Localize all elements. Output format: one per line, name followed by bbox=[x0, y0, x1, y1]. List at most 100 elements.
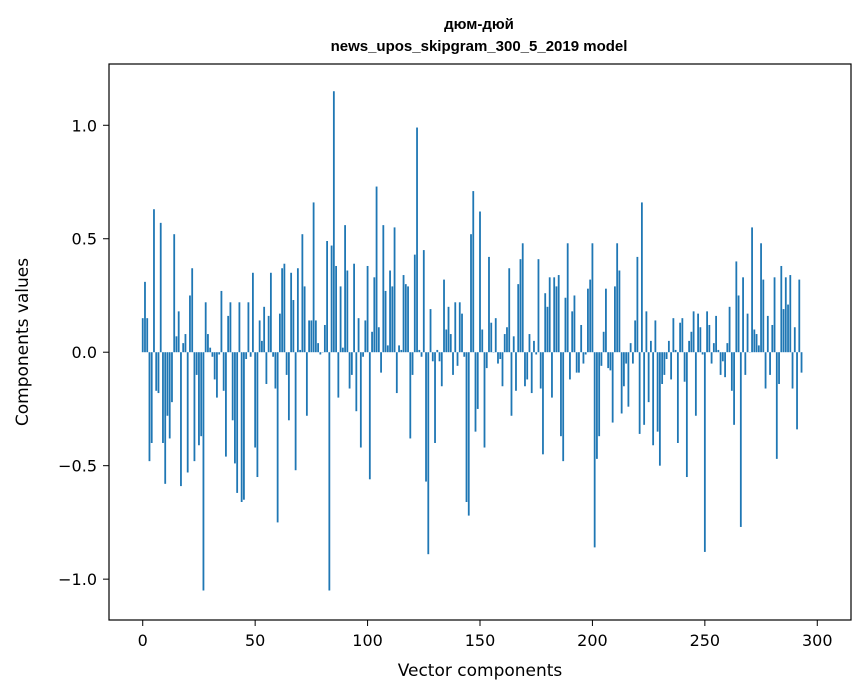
bar-237 bbox=[674, 349, 677, 353]
bar-46 bbox=[245, 352, 248, 360]
bar-289 bbox=[791, 352, 794, 389]
ticks-group: 0 50 100 150 200 250 300 −1.0 −0.5 0.0 0.5 1.0 bbox=[58, 116, 832, 650]
bar-63 bbox=[283, 263, 286, 353]
bar-235 bbox=[670, 352, 673, 380]
bar-74 bbox=[308, 320, 311, 353]
bar-204 bbox=[600, 352, 603, 366]
bar-143 bbox=[463, 352, 466, 357]
bar-2 bbox=[146, 318, 149, 353]
bar-253 bbox=[710, 352, 713, 364]
bar-230 bbox=[658, 352, 661, 466]
bar-8 bbox=[159, 222, 162, 353]
bar-258 bbox=[721, 352, 724, 362]
y-tick-label: −1.0 bbox=[58, 570, 97, 589]
x-tick-label: 250 bbox=[690, 631, 721, 650]
bar-260 bbox=[726, 343, 729, 353]
bar-229 bbox=[656, 352, 659, 432]
bar-172 bbox=[528, 334, 531, 353]
bar-236 bbox=[672, 318, 675, 353]
bar-89 bbox=[341, 347, 344, 353]
bar-110 bbox=[389, 270, 391, 353]
bar-109 bbox=[386, 345, 389, 353]
bar-140 bbox=[456, 352, 459, 366]
bars-group bbox=[141, 91, 803, 591]
bar-158 bbox=[497, 352, 499, 364]
bar-120 bbox=[411, 352, 414, 375]
bar-286 bbox=[784, 277, 787, 353]
bar-85 bbox=[332, 91, 335, 353]
bar-38 bbox=[227, 315, 230, 353]
bar-208 bbox=[609, 352, 612, 371]
bar-292 bbox=[798, 279, 801, 353]
bar-198 bbox=[587, 288, 589, 353]
bar-275 bbox=[760, 243, 762, 353]
bar-255 bbox=[715, 315, 717, 353]
bar-280 bbox=[771, 324, 774, 353]
bar-178 bbox=[542, 352, 544, 455]
bar-146 bbox=[470, 234, 472, 353]
bar-128 bbox=[429, 309, 432, 353]
bar-118 bbox=[407, 286, 409, 353]
bar-48 bbox=[249, 352, 252, 357]
bar-211 bbox=[616, 243, 619, 353]
bar-60 bbox=[276, 352, 279, 523]
bar-6 bbox=[155, 352, 158, 391]
bar-285 bbox=[782, 309, 785, 353]
bar-212 bbox=[618, 270, 621, 353]
bar-41 bbox=[234, 352, 236, 464]
bar-21 bbox=[189, 295, 191, 353]
bar-88 bbox=[339, 286, 342, 353]
x-tick-label: 100 bbox=[352, 631, 383, 650]
bar-256 bbox=[717, 349, 720, 353]
bar-82 bbox=[326, 241, 328, 353]
bar-175 bbox=[535, 352, 538, 355]
bar-87 bbox=[337, 352, 340, 398]
bar-249 bbox=[701, 352, 704, 355]
bar-34 bbox=[218, 352, 221, 355]
bar-264 bbox=[735, 261, 738, 353]
bar-114 bbox=[398, 345, 400, 353]
bar-95 bbox=[355, 352, 358, 412]
bar-195 bbox=[580, 324, 583, 353]
bar-141 bbox=[458, 302, 461, 353]
bar-119 bbox=[409, 352, 412, 439]
bar-220 bbox=[636, 256, 639, 353]
bar-102 bbox=[371, 331, 373, 353]
bar-166 bbox=[515, 352, 517, 391]
bar-199 bbox=[589, 279, 592, 353]
x-tick-label: 150 bbox=[465, 631, 496, 650]
bar-215 bbox=[625, 352, 628, 364]
bar-159 bbox=[499, 352, 502, 360]
bar-163 bbox=[508, 268, 511, 353]
bar-252 bbox=[708, 324, 711, 353]
bar-177 bbox=[539, 352, 542, 389]
bar-127 bbox=[427, 352, 430, 555]
bar-69 bbox=[296, 268, 299, 353]
bar-52 bbox=[258, 320, 261, 353]
x-tick-label: 0 bbox=[138, 631, 148, 650]
bar-64 bbox=[285, 352, 288, 375]
bar-243 bbox=[688, 340, 691, 353]
bar-9 bbox=[162, 352, 164, 443]
bar-133 bbox=[440, 352, 443, 387]
bar-162 bbox=[506, 327, 508, 353]
bar-49 bbox=[252, 272, 254, 353]
bar-125 bbox=[422, 250, 425, 353]
bar-145 bbox=[467, 352, 470, 516]
y-tick-label: 0.5 bbox=[72, 230, 97, 249]
bar-288 bbox=[789, 275, 792, 353]
bar-245 bbox=[692, 311, 695, 353]
bar-266 bbox=[739, 352, 742, 527]
bar-181 bbox=[548, 277, 551, 353]
bar-279 bbox=[769, 352, 771, 375]
bar-242 bbox=[685, 352, 688, 478]
bar-113 bbox=[395, 352, 398, 394]
bar-239 bbox=[679, 322, 682, 353]
bar-22 bbox=[191, 268, 194, 353]
bar-32 bbox=[213, 352, 216, 380]
bar-168 bbox=[519, 259, 522, 353]
bar-65 bbox=[287, 352, 290, 421]
bar-150 bbox=[479, 211, 481, 353]
bar-107 bbox=[382, 225, 385, 353]
bar-276 bbox=[762, 279, 765, 353]
